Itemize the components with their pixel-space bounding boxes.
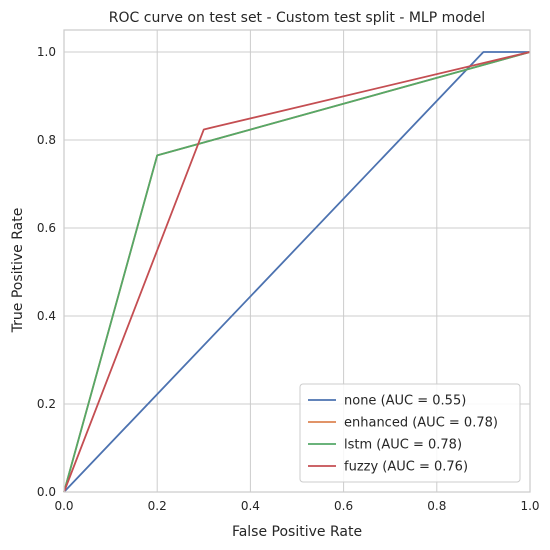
x-tick-label: 0.0 [54,499,73,513]
y-tick-label: 0.2 [37,397,56,411]
series-line-lstm [63,51,531,493]
legend-label-fuzzy: fuzzy (AUC = 0.76) [344,460,468,475]
tick-labels: 0.0 0.2 0.4 0.6 0.8 1.0 0.0 0.2 0.4 0.6 0.8 1.0 [37,45,540,513]
series-line-none [63,51,530,493]
legend-label-none: none (AUC = 0.55) [344,394,466,409]
legend: none (AUC = 0.55) enhanced (AUC = 0.78) ls… [299,383,521,483]
plot-frame [63,29,531,493]
y-tick-label: 1.0 [37,45,56,59]
legend-box [299,383,521,483]
legend-label-enhanced: enhanced (AUC = 0.78) [344,416,498,431]
series-line-fuzzy [63,51,531,493]
x-tick-label: 0.2 [148,499,167,513]
x-tick-label: 0.4 [241,499,260,513]
chart-title: ROC curve on test set - Custom test spli… [109,10,485,26]
legend-label-lstm: lstm (AUC = 0.78) [344,438,462,453]
x-axis-label: False Positive Rate [232,524,362,540]
x-tick-label: 1.0 [520,499,539,513]
x-tick-label: 0.8 [427,499,446,513]
y-axis-label: True Positive Rate [10,208,26,334]
y-tick-label: 0.0 [37,485,56,499]
x-tick-label: 0.6 [334,499,353,513]
series-lines [63,51,531,493]
y-tick-label: 0.6 [37,221,56,235]
y-tick-label: 0.4 [37,309,56,323]
y-tick-label: 0.8 [37,133,56,147]
